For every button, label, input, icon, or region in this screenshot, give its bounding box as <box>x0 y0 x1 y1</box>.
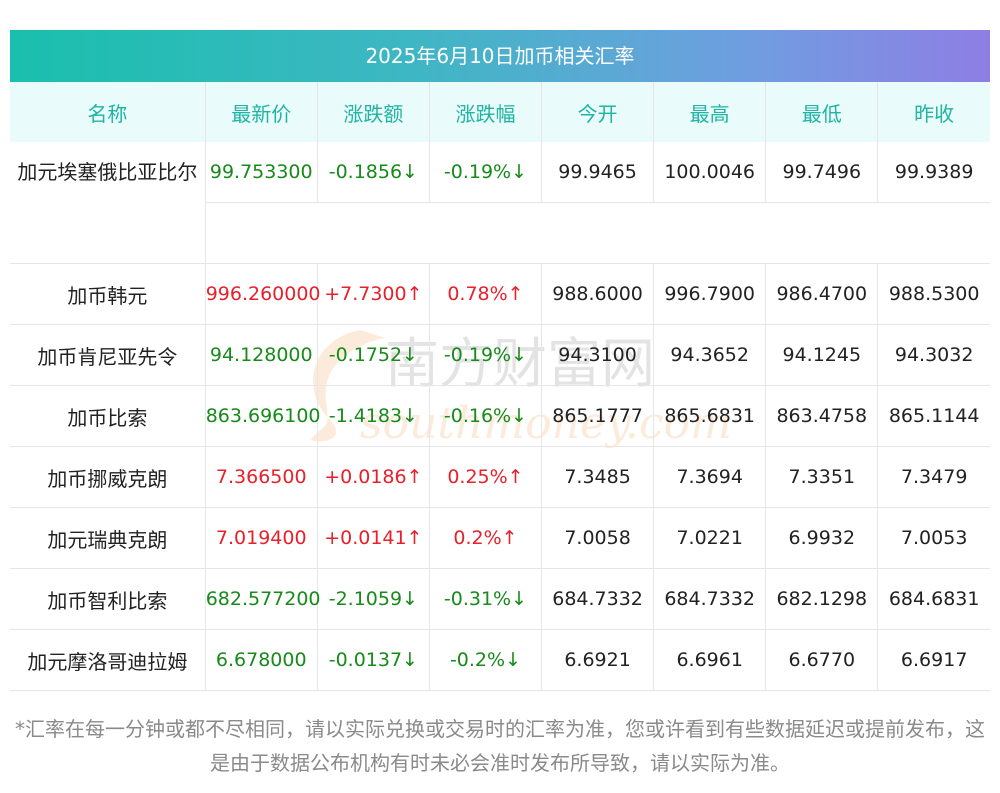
currency-pair-name: 加元瑞典克朗 <box>10 507 206 569</box>
cell-pct: -0.31%↓ <box>429 568 543 630</box>
cell-low: 6.9932 <box>765 507 879 569</box>
cell-change: +0.0186↑ <box>317 446 430 508</box>
cell-high: 100.0046 <box>653 142 767 203</box>
cell-high: 996.7900 <box>653 263 767 325</box>
header-name: 名称 <box>10 82 206 142</box>
page-title: 2025年6月10日加币相关汇率 <box>10 30 990 82</box>
table-row: 加币比索 863.696100 -1.4183↓ -0.16%↓ 865.1777 865… <box>10 385 990 447</box>
cell-high: 684.7332 <box>653 568 767 630</box>
cell-low: 94.1245 <box>765 324 879 386</box>
cell-open: 865.1777 <box>541 385 655 447</box>
cell-prev: 99.9389 <box>877 142 990 203</box>
table-row: 加币韩元 996.260000 +7.7300↑ 0.78%↑ 988.6000 996.… <box>10 263 990 325</box>
cell-prev: 988.5300 <box>877 263 990 325</box>
cell-pct: -0.16%↓ <box>429 385 543 447</box>
cell-change: -1.4183↓ <box>317 385 430 447</box>
cell-low: 986.4700 <box>765 263 879 325</box>
cell-low: 7.3351 <box>765 446 879 508</box>
disclaimer-note: *汇率在每一分钟或都不尽相同，请以实际兑换或交易时的汇率为准，您或许看到有些数据… <box>15 717 985 775</box>
table-row: 加元摩洛哥迪拉姆 6.678000 -0.0137↓ -0.2%↓ 6.6921 6.69… <box>10 629 990 691</box>
cell-latest: 94.128000 <box>205 324 318 386</box>
cell-change: +7.7300↑ <box>317 263 430 325</box>
table-row: 加币肯尼亚先令 94.128000 -0.1752↓ -0.19%↓ 94.3100 94… <box>10 324 990 386</box>
currency-pair-name: 加币比索 <box>10 385 206 447</box>
cell-open: 7.0058 <box>541 507 655 569</box>
table-row: 加币挪威克朗 7.366500 +0.0186↑ 0.25%↑ 7.3485 7.3694… <box>10 446 990 508</box>
cell-prev: 7.0053 <box>877 507 990 569</box>
cell-pct: 0.2%↑ <box>429 507 543 569</box>
cell-prev: 94.3032 <box>877 324 990 386</box>
currency-pair-name: 加元埃塞俄比亚比尔 <box>10 142 206 264</box>
rate-table: 名称 最新价 涨跌额 涨跌幅 今开 最高 最低 昨收 加元埃塞俄比亚比尔 99.7… <box>10 82 990 691</box>
table-row-continuation <box>10 202 990 264</box>
table-row: 加元埃塞俄比亚比尔 99.753300 -0.1856↓ -0.19%↓ 99.9465… <box>10 142 990 264</box>
header-pct: 涨跌幅 <box>429 82 543 142</box>
cell-open: 6.6921 <box>541 629 655 691</box>
cell-prev: 865.1144 <box>877 385 990 447</box>
header-high: 最高 <box>653 82 767 142</box>
cell-latest: 99.753300 <box>205 142 318 203</box>
cell-latest: 7.366500 <box>205 446 318 508</box>
currency-pair-name: 加币肯尼亚先令 <box>10 324 206 386</box>
cell-prev: 684.6831 <box>877 568 990 630</box>
cell-change: +0.0141↑ <box>317 507 430 569</box>
table-header-row: 名称 最新价 涨跌额 涨跌幅 今开 最高 最低 昨收 <box>10 82 990 142</box>
header-low: 最低 <box>765 82 879 142</box>
header-latest: 最新价 <box>205 82 318 142</box>
currency-pair-name: 加元摩洛哥迪拉姆 <box>10 629 206 691</box>
cell-low: 682.1298 <box>765 568 879 630</box>
cell-high: 6.6961 <box>653 629 767 691</box>
currency-pair-name: 加币挪威克朗 <box>10 446 206 508</box>
cell-prev: 6.6917 <box>877 629 990 691</box>
cell-low: 99.7496 <box>765 142 879 203</box>
cell-high: 7.0221 <box>653 507 767 569</box>
cell-latest: 7.019400 <box>205 507 318 569</box>
cell-open: 7.3485 <box>541 446 655 508</box>
currency-pair-name: 加币智利比索 <box>10 568 206 630</box>
cell-pct: -0.19%↓ <box>429 324 543 386</box>
cell-pct: -0.19%↓ <box>429 142 543 203</box>
currency-pair-name: 加币韩元 <box>10 263 206 325</box>
cell-pct: 0.25%↑ <box>429 446 543 508</box>
cell-change: -0.0137↓ <box>317 629 430 691</box>
table-row: 加币智利比索 682.577200 -2.1059↓ -0.31%↓ 684.7332 6… <box>10 568 990 630</box>
cell-latest: 996.260000 <box>205 263 321 325</box>
cell-high: 865.6831 <box>653 385 767 447</box>
cell-open: 684.7332 <box>541 568 655 630</box>
cell-pct: 0.78%↑ <box>429 263 543 325</box>
table-row: 加元瑞典克朗 7.019400 +0.0141↑ 0.2%↑ 7.0058 7.0221 6… <box>10 507 990 569</box>
cell-high: 7.3694 <box>653 446 767 508</box>
cell-open: 99.9465 <box>541 142 655 203</box>
cell-high: 94.3652 <box>653 324 767 386</box>
cell-latest: 863.696100 <box>205 385 321 447</box>
empty-cell <box>205 202 990 264</box>
cell-change: -0.1752↓ <box>317 324 430 386</box>
rate-panel: 2025年6月10日加币相关汇率 名称 最新价 涨跌额 涨跌幅 今开 最高 最低… <box>10 30 990 691</box>
cell-open: 988.6000 <box>541 263 655 325</box>
cell-change: -0.1856↓ <box>317 142 430 203</box>
cell-change: -2.1059↓ <box>317 568 430 630</box>
cell-latest: 6.678000 <box>205 629 318 691</box>
header-open: 今开 <box>541 82 655 142</box>
cell-low: 863.4758 <box>765 385 879 447</box>
cell-prev: 7.3479 <box>877 446 990 508</box>
cell-open: 94.3100 <box>541 324 655 386</box>
cell-low: 6.6770 <box>765 629 879 691</box>
cell-pct: -0.2%↓ <box>429 629 543 691</box>
header-change: 涨跌额 <box>317 82 430 142</box>
header-prev: 昨收 <box>877 82 990 142</box>
cell-latest: 682.577200 <box>205 568 321 630</box>
